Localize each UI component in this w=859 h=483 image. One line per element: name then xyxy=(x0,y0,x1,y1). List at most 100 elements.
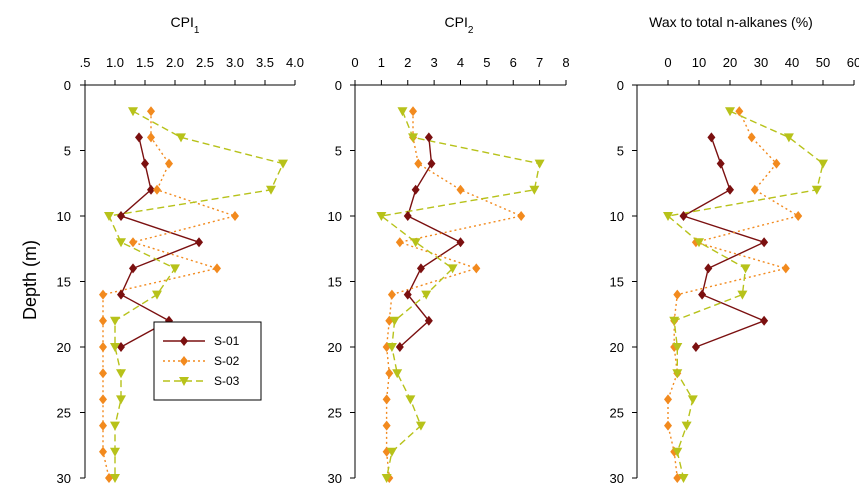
data-point xyxy=(386,343,397,352)
data-point xyxy=(517,211,526,221)
data-point xyxy=(747,132,756,143)
x-tick-label: 3.5 xyxy=(256,55,274,70)
y-tick-label: 15 xyxy=(610,275,624,290)
x-tick-label: .5 xyxy=(80,55,91,70)
y-tick-label: 10 xyxy=(57,209,71,224)
data-point xyxy=(534,159,545,169)
x-tick-label: 0 xyxy=(351,55,358,70)
data-point xyxy=(678,474,689,483)
x-tick-label: 8 xyxy=(562,55,569,70)
data-point xyxy=(681,421,692,431)
data-point xyxy=(424,315,433,326)
data-point xyxy=(147,184,155,195)
y-tick-label: 30 xyxy=(57,471,71,483)
data-point xyxy=(231,211,239,221)
panel-3: Wax to total n-alkanes (%) 0 10 20 30 40 50 60 0… xyxy=(610,14,859,483)
series-line-s-02 xyxy=(102,111,238,479)
data-point xyxy=(382,420,391,431)
data-point xyxy=(698,289,707,300)
data-point xyxy=(387,289,396,300)
legend-box xyxy=(153,321,262,401)
data-point xyxy=(424,132,433,143)
data-point xyxy=(141,158,149,169)
data-point xyxy=(117,211,125,221)
data-point xyxy=(664,420,672,431)
data-point xyxy=(117,289,125,300)
data-point xyxy=(704,263,713,274)
data-point xyxy=(414,158,423,169)
data-point xyxy=(811,185,822,195)
data-point xyxy=(385,368,394,379)
data-point xyxy=(170,264,180,274)
y-tick-label: 25 xyxy=(57,406,71,421)
panel-1: CPI1 .5 1.0 1.5 2.0 2.5 3.0 3.5 4.0 0 5 10 15 20 25 30 xyxy=(57,14,304,483)
data-point xyxy=(99,420,107,431)
data-point xyxy=(99,446,107,457)
data-point xyxy=(381,474,392,483)
x-tick-label: 20 xyxy=(723,55,737,70)
y-tick-label: 15 xyxy=(57,275,71,290)
data-point xyxy=(395,342,404,352)
data-point xyxy=(278,159,288,169)
data-point xyxy=(447,264,458,274)
panel-title: CPI1 xyxy=(171,14,200,36)
data-point xyxy=(411,184,420,195)
y-tick-label: 0 xyxy=(64,78,71,93)
data-point xyxy=(395,237,404,248)
data-point xyxy=(740,264,751,274)
data-point xyxy=(397,107,408,117)
data-point xyxy=(104,212,114,221)
data-point xyxy=(165,158,173,169)
legend-item-s-02: S-02 xyxy=(163,354,240,368)
series-points-s-02 xyxy=(664,106,803,483)
data-point xyxy=(176,133,186,143)
legend-label: S-02 xyxy=(214,354,240,368)
data-point xyxy=(392,369,403,379)
data-point xyxy=(472,263,481,274)
y-tick-label: 0 xyxy=(617,78,624,93)
data-point xyxy=(694,238,704,248)
series-points-s-01 xyxy=(395,132,465,352)
data-point xyxy=(128,107,138,117)
data-point xyxy=(99,394,107,405)
data-point xyxy=(153,184,161,195)
y-tick-label: 25 xyxy=(610,406,624,421)
series-points-s-03 xyxy=(104,107,288,483)
data-point xyxy=(110,343,120,352)
y-tick-label: 10 xyxy=(610,209,624,224)
data-point xyxy=(415,421,426,431)
x-tick-label: 50 xyxy=(816,55,830,70)
data-point xyxy=(707,132,716,143)
data-point xyxy=(129,263,137,274)
data-point xyxy=(818,159,828,169)
data-point xyxy=(673,289,682,300)
data-point xyxy=(735,106,744,117)
data-point xyxy=(737,290,748,300)
legend-item-s-03: S-03 xyxy=(163,374,240,388)
data-point xyxy=(673,473,682,483)
data-point xyxy=(99,342,107,352)
x-tick-label: 40 xyxy=(785,55,799,70)
data-point xyxy=(772,158,781,169)
x-tick-label: 1 xyxy=(378,55,385,70)
y-tick-label: 10 xyxy=(328,209,342,224)
data-point xyxy=(760,237,769,248)
y-tick-label: 5 xyxy=(64,144,71,159)
data-point xyxy=(781,263,790,274)
legend-item-s-01: S-01 xyxy=(163,334,240,348)
data-point xyxy=(783,133,794,143)
data-point xyxy=(529,185,540,195)
data-point xyxy=(386,447,397,457)
x-tick-label: 5 xyxy=(483,55,490,70)
data-point xyxy=(427,158,436,169)
series-line-s-03 xyxy=(666,110,824,479)
y-tick-label: 5 xyxy=(335,144,342,159)
x-tick-label: 4.0 xyxy=(286,55,304,70)
data-point xyxy=(110,316,120,326)
x-tick-label: 60 xyxy=(847,55,859,70)
data-point xyxy=(691,342,700,352)
data-point xyxy=(403,289,412,300)
data-point xyxy=(408,133,419,143)
data-point xyxy=(116,395,126,405)
